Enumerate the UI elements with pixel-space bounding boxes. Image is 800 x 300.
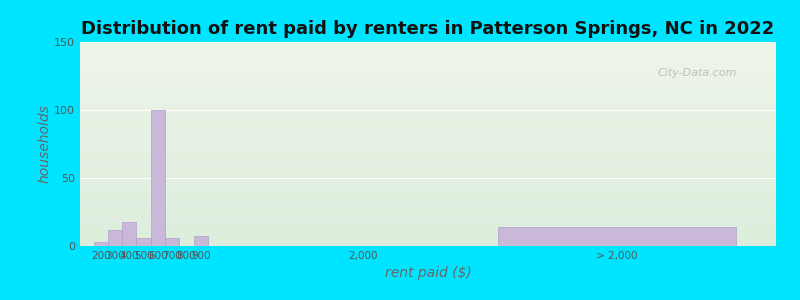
Text: City-Data.com: City-Data.com	[658, 68, 737, 78]
Y-axis label: households: households	[38, 105, 51, 183]
Title: Distribution of rent paid by renters in Patterson Springs, NC in 2022: Distribution of rent paid by renters in …	[82, 20, 774, 38]
Bar	[94, 242, 108, 246]
X-axis label: rent paid ($): rent paid ($)	[385, 266, 471, 280]
Bar	[137, 238, 150, 246]
Bar	[165, 238, 179, 246]
Bar	[498, 227, 736, 246]
Bar	[122, 221, 137, 246]
Bar	[194, 236, 208, 246]
Bar	[150, 110, 165, 246]
Bar	[108, 230, 122, 246]
